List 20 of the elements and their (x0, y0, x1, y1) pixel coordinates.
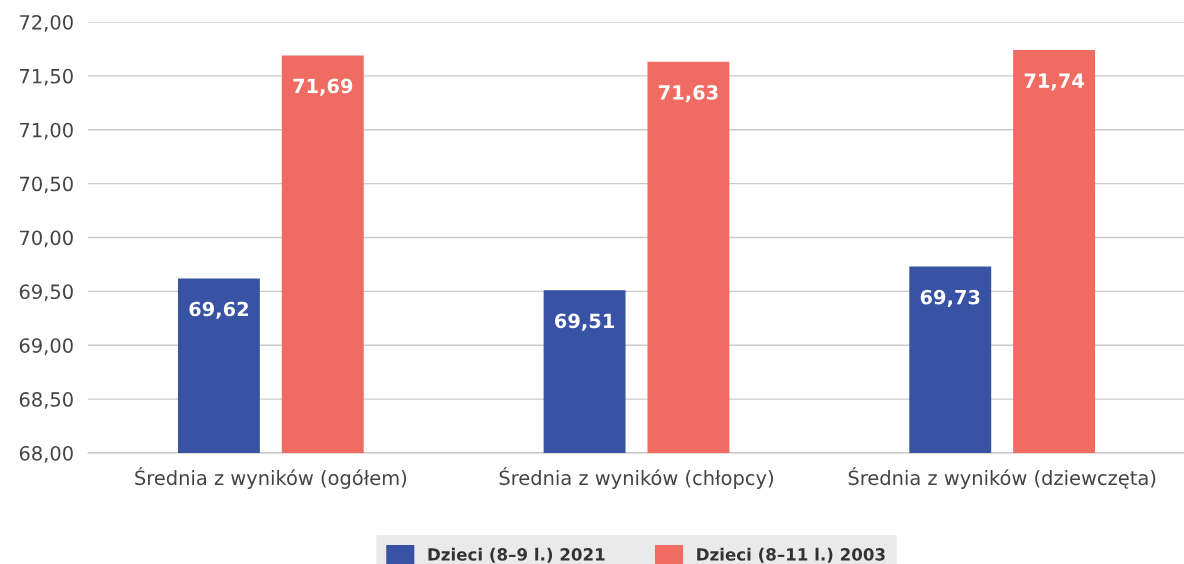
y-tick-label: 69,00 (19, 338, 73, 355)
data-label: 71,63 (658, 85, 718, 103)
y-tick-label: 71,00 (20, 122, 73, 140)
x-tick-label: Średnia z wyników (dziewczęta) (848, 466, 1156, 489)
y-tick-label: 68,50 (19, 392, 73, 409)
legend-label: Dzieci (8–11 l.) 2003 (697, 547, 885, 563)
data-label: 69,51 (555, 313, 614, 331)
y-tick-label: 72,00 (20, 14, 73, 32)
y-tick-label: 68,00 (19, 445, 73, 463)
y-tick-label: 71,50 (20, 68, 73, 86)
x-tick-label: Średnia z wyników (ogółem) (135, 466, 407, 489)
y-tick-label: 69,50 (19, 284, 73, 302)
y-tick-label: 70,50 (20, 176, 73, 194)
data-label: 71,69 (293, 78, 353, 96)
data-label: 69,62 (189, 301, 248, 319)
data-label: 69,73 (920, 289, 980, 307)
y-tick-label: 70,00 (20, 230, 73, 248)
x-tick-label: Średnia z wyników (chłopcy) (499, 466, 773, 489)
data-label: 71,74 (1024, 73, 1084, 91)
legend-label: Dzieci (8–9 l.) 2021 (428, 547, 605, 563)
